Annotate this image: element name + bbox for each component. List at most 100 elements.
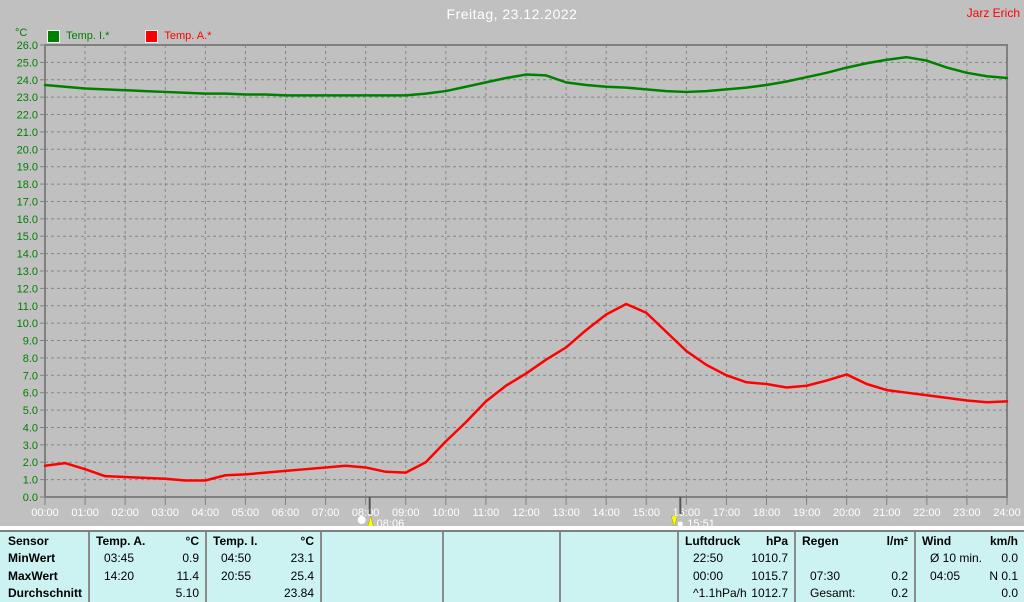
stat-cell-value: 23.1: [290, 551, 314, 566]
stat-cell-time: 07:30: [810, 568, 841, 583]
stat-column-header: Temp. I. °C: [207, 532, 320, 550]
stat-cell-row: 0.0: [916, 585, 1024, 602]
stat-column: Temp. A. °C 03:45 0.9 14:20 11.4 5.10: [88, 532, 205, 602]
stat-cell-row: 23.84: [207, 585, 320, 602]
panel-top-border: [0, 530, 1024, 532]
stat-cell-value: 1010.7: [751, 551, 788, 566]
stat-column: Wind km/h Ø 10 min. 0.0 04:05 N 0.1 0.0: [914, 532, 1024, 602]
stat-column-header: Regen l/m²: [796, 532, 914, 550]
stat-cell-time: Gesamt:: [810, 586, 856, 601]
stat-cell-time: Ø 10 min.: [930, 551, 983, 566]
x-tick-label: 13:00: [552, 507, 580, 519]
stat-row-label: MaxWert: [8, 568, 58, 583]
stat-cell-row: [444, 567, 559, 585]
stat-cell-time: 20:55: [221, 568, 252, 583]
stats-panel: Sensor MinWert MaxWert Durchschnitt Temp. A.…: [0, 526, 1024, 602]
stat-sensor-unit: °C: [300, 533, 314, 548]
x-tick-label: 24:00: [993, 507, 1021, 519]
y-tick-label: 20.0: [17, 144, 38, 156]
stat-cell-value: 1012.7: [751, 586, 788, 601]
legend-label: Temp. I.*: [66, 30, 110, 42]
stat-cell-row: [322, 585, 442, 602]
legend-swatch-icon: [145, 29, 159, 43]
sunrise-icon: [357, 516, 366, 524]
x-tick-label: 23:00: [953, 507, 981, 519]
sunset-time-label: 15:51: [687, 518, 715, 526]
stat-cell-row: 5.10: [90, 585, 205, 602]
stat-row-label: Durchschnitt: [8, 586, 83, 601]
y-tick-label: 13.0: [17, 266, 38, 278]
x-tick-label: 02:00: [111, 507, 139, 519]
y-tick-label: 12.0: [17, 283, 38, 295]
x-tick-label: 06:00: [272, 507, 300, 519]
stat-cell-row: [322, 550, 442, 568]
x-tick-label: 14:00: [592, 507, 620, 519]
stat-column-header: Luftdruck hPa: [679, 532, 794, 550]
y-tick-label: 25.0: [17, 57, 38, 69]
y-tick-label: 1.0: [23, 475, 38, 487]
panel-gap-line: [0, 526, 1024, 530]
stat-cell-value: 0.2: [891, 568, 908, 583]
stat-cell-time: 14:20: [104, 568, 135, 583]
stat-cell-row: [796, 550, 914, 568]
stat-column-header: [561, 532, 677, 550]
y-tick-label: 16.0: [17, 214, 38, 226]
x-tick-label: 01:00: [71, 507, 99, 519]
y-tick-label: 5.0: [23, 405, 38, 417]
y-tick-label: 3.0: [23, 440, 38, 452]
stat-column-header: Wind km/h: [916, 532, 1024, 550]
y-tick-label: 2.0: [23, 457, 38, 469]
stat-cell-row: [561, 550, 677, 568]
legend-item: Temp. A.*: [145, 29, 212, 43]
stat-cell-row: ^1.1hPa/h 1012.7: [679, 585, 794, 602]
legend-swatch-icon: [47, 29, 60, 43]
temp-a-series-line: [43, 302, 1009, 482]
y-tick-label: 17.0: [17, 196, 38, 208]
y-tick-label: 19.0: [17, 162, 38, 174]
stat-cell-value: N 0.1: [989, 568, 1018, 583]
stat-cell-row: 04:50 23.1: [207, 550, 320, 568]
x-tick-label: 20:00: [833, 507, 861, 519]
stat-sensor-name: Regen: [802, 533, 839, 548]
legend-item: Temp. I.*: [47, 29, 110, 43]
sunset-arrow-icon: [670, 515, 678, 526]
stat-sensor-unit: km/h: [989, 533, 1018, 548]
stat-column: [442, 532, 559, 602]
y-tick-label: 15.0: [17, 231, 38, 243]
x-tick-label: 05:00: [232, 507, 260, 519]
stat-column-header: [444, 532, 559, 550]
stat-cell-row: 07:30 0.2: [796, 567, 914, 585]
y-tick-label: 4.0: [23, 422, 38, 434]
x-tick-label: 15:00: [632, 507, 660, 519]
stat-cell-value: 0.2: [891, 586, 908, 601]
stat-column-header: [322, 532, 442, 550]
y-tick-label: 7.0: [23, 370, 38, 382]
x-tick-label: 17:00: [713, 507, 741, 519]
stat-sensor-unit: l/m²: [886, 533, 908, 548]
x-tick-label: 09:00: [392, 507, 420, 519]
stat-cell-time: 03:45: [104, 551, 135, 566]
stat-cell-row: 20:55 25.4: [207, 567, 320, 585]
stat-cell-row: [444, 585, 559, 602]
stat-row-label: Sensor: [8, 533, 49, 548]
x-tick-label: 03:00: [151, 507, 179, 519]
stat-cell-value: 0.0: [1001, 586, 1018, 601]
x-tick-label: 12:00: [512, 507, 540, 519]
stat-cell-row: [561, 567, 677, 585]
y-tick-label: 26.0: [17, 40, 38, 52]
stat-cell-time: 00:00: [693, 568, 724, 583]
stat-cell-time: 22:50: [693, 551, 724, 566]
legend-label: Temp. A.*: [164, 30, 212, 42]
sunrise-arrow-icon: [367, 515, 374, 526]
y-tick-label: 22.0: [17, 110, 38, 122]
x-tick-label: 00:00: [31, 507, 59, 519]
y-tick-label: 18.0: [17, 179, 38, 191]
stat-sensor-name: Temp. A.: [96, 533, 146, 548]
stat-cell-row: [444, 550, 559, 568]
y-tick-label: 21.0: [17, 127, 38, 139]
stat-cell-value: 0.9: [182, 551, 199, 566]
stat-cell-value: 1015.7: [751, 568, 788, 583]
stat-row-labels-column: Sensor MinWert MaxWert Durchschnitt: [0, 532, 88, 602]
x-tick-label: 04:00: [192, 507, 220, 519]
